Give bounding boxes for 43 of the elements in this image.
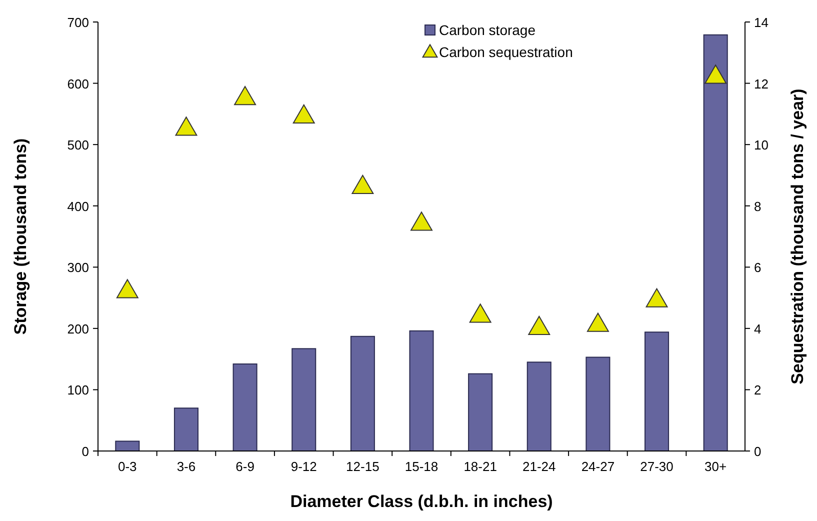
- bar: [350, 336, 375, 452]
- x-tick-label: 0-3: [118, 459, 137, 474]
- x-tick-label: 27-30: [640, 459, 674, 474]
- y2-tick-label: 8: [754, 198, 762, 214]
- y-tick-label: 600: [67, 76, 89, 92]
- x-tick-label: 24-27: [581, 459, 615, 474]
- y-tick-label: 400: [67, 198, 89, 214]
- y2-tick-label: 12: [754, 76, 768, 92]
- y-axis-title: Storage (thousand tons): [11, 138, 30, 335]
- x-axis-title: Diameter Class (d.b.h. in inches): [290, 492, 553, 511]
- y2-tick-label: 6: [754, 260, 762, 276]
- bar: [232, 363, 258, 452]
- bar: [644, 332, 670, 452]
- y2-axis-title: Sequestration (thousand tons / year): [788, 88, 807, 384]
- bar: [703, 34, 728, 452]
- bar: [174, 408, 198, 452]
- x-tick-label: 30+: [704, 459, 727, 474]
- x-tick-label: 12-15: [346, 459, 380, 474]
- legend-label: Carbon sequestration: [439, 44, 573, 60]
- y-tick-label: 0: [82, 444, 89, 459]
- y-tick-label: 100: [67, 382, 89, 398]
- bar: [526, 362, 552, 452]
- y-tick-label: 700: [67, 15, 89, 30]
- x-tick-label: 3-6: [176, 459, 196, 474]
- y-tick-label: 500: [67, 138, 89, 153]
- x-tick-label: 18-21: [464, 459, 497, 474]
- y2-tick-label: 10: [754, 138, 768, 153]
- bar: [586, 356, 610, 452]
- y-tick-label: 300: [67, 260, 89, 276]
- x-tick-label: 6-9: [236, 459, 254, 474]
- y2-tick-label: 4: [754, 321, 762, 336]
- x-tick-label: 21-24: [522, 459, 556, 474]
- x-tick-label: 15-18: [404, 459, 438, 474]
- legend-label: Carbon storage: [439, 22, 536, 38]
- y2-tick-label: 14: [754, 15, 768, 30]
- bar: [115, 440, 140, 452]
- y2-tick-label: 0: [754, 444, 762, 459]
- y2-tick-label: 2: [754, 382, 762, 398]
- bar: [292, 348, 316, 452]
- y-tick-label: 200: [67, 321, 89, 336]
- x-tick-label: 9-12: [290, 459, 317, 474]
- bar: [468, 373, 493, 452]
- bar: [409, 330, 434, 452]
